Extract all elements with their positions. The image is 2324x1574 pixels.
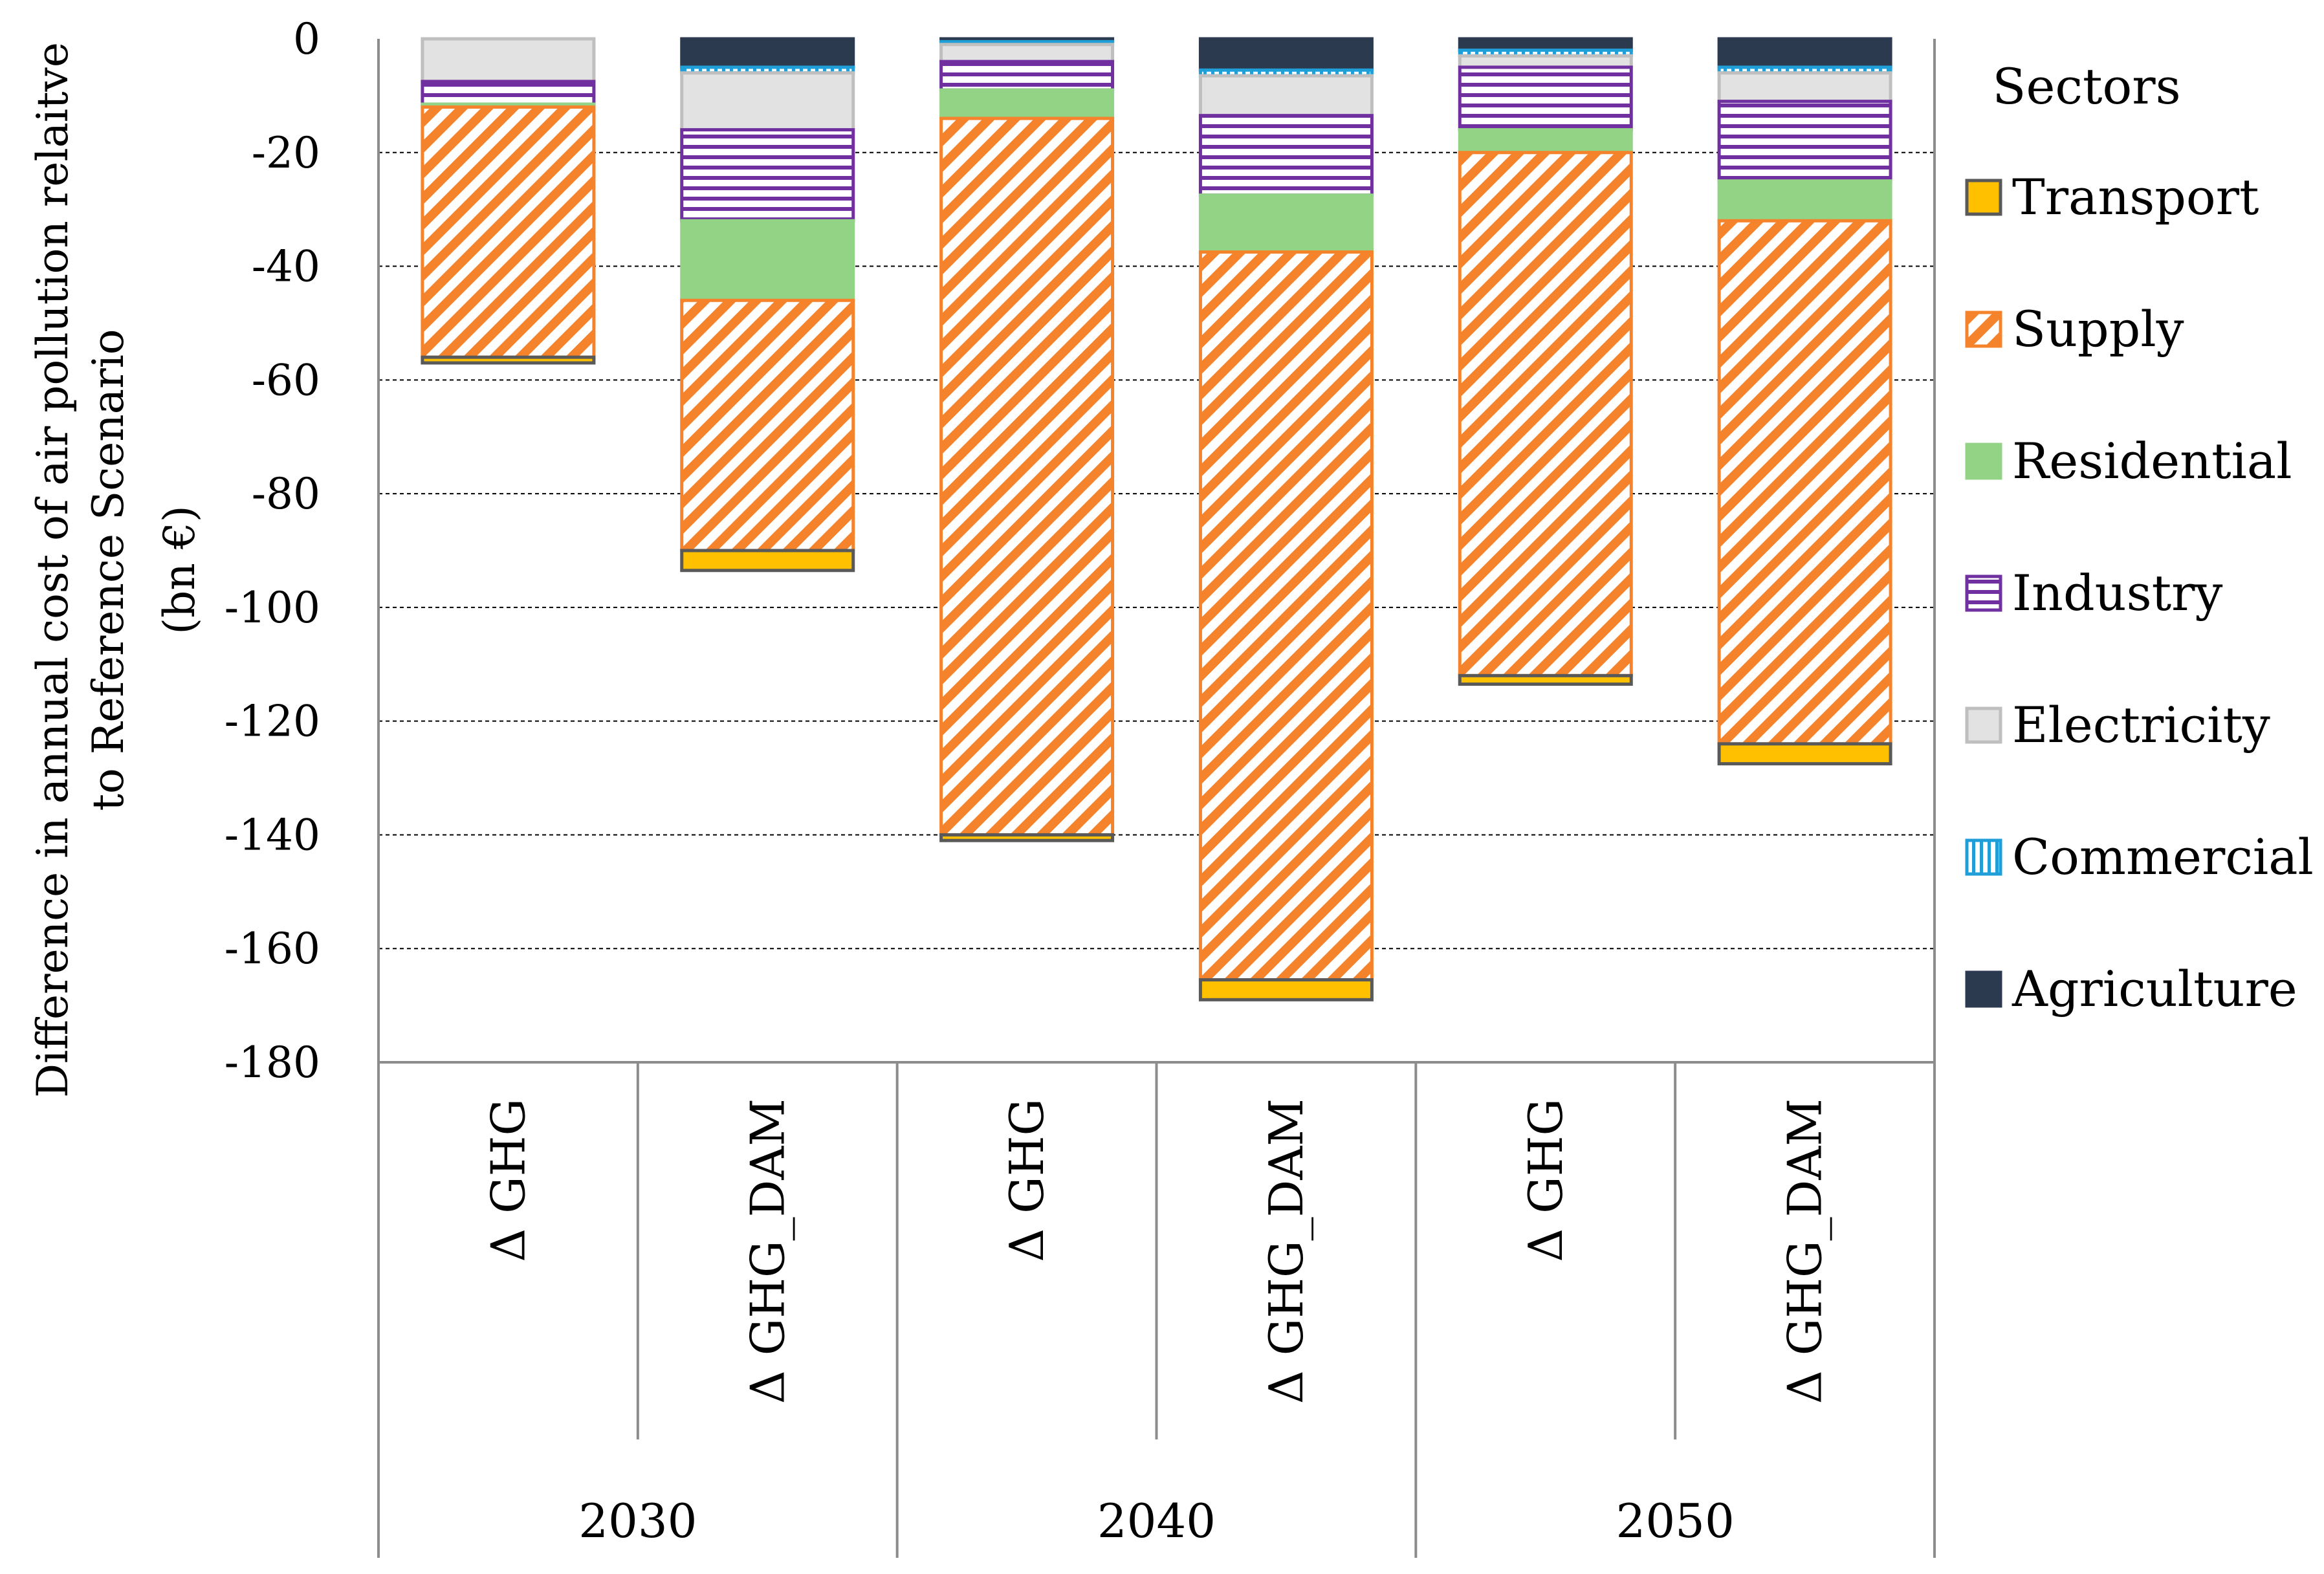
bar-segment-electricity-3	[939, 43, 1115, 63]
bar-segment-industry-2	[680, 128, 855, 223]
y-axis-title-line: to Reference Scenario	[83, 329, 133, 811]
y-tick-label: -40	[252, 242, 320, 292]
category-label: Δ GHG	[481, 1099, 535, 1262]
bar-segment-electricity-5	[1458, 54, 1633, 69]
legend-swatch-commercial	[1965, 838, 2002, 876]
category-label: Δ GHG_DAM	[1259, 1099, 1313, 1404]
y-tick-label: -80	[252, 469, 320, 519]
legend-title: Sectors	[1992, 58, 2180, 115]
legend-swatch-industry	[1965, 574, 2002, 612]
bar-segment-supply-6	[1717, 219, 1892, 746]
legend-label-supply: Supply	[2012, 300, 2184, 358]
y-axis-title-line: (bn €)	[155, 505, 204, 634]
bars	[421, 37, 1892, 1001]
bar-segment-industry-6	[1717, 100, 1892, 183]
legend-swatch-supply	[1965, 311, 2002, 348]
legend-swatch-electricity	[1965, 706, 2002, 744]
bar-segment-residential-2	[680, 219, 855, 302]
bar-segment-industry-3	[939, 60, 1115, 92]
legend-swatch-agriculture	[1965, 970, 2002, 1008]
legend-label-commercial: Commercial	[2012, 828, 2314, 886]
bar-segment-electricity-4	[1198, 74, 1374, 118]
gridlines	[378, 151, 1935, 950]
bar-segment-electricity-1	[421, 37, 596, 83]
legend-swatch-residential	[1965, 443, 2002, 480]
y-axis-title: Difference in annual cost of air polluti…	[28, 42, 204, 1098]
category-label: Δ GHG	[1000, 1099, 1054, 1262]
bar-segment-transport-5	[1458, 673, 1633, 686]
legend-swatch-transport	[1965, 179, 2002, 216]
y-tick-label: -100	[225, 583, 320, 633]
y-tick-label: -160	[225, 924, 320, 974]
bar-segment-agriculture-5	[1458, 37, 1633, 52]
bar-segment-supply-4	[1198, 250, 1374, 982]
category-label: Δ GHG	[1518, 1099, 1573, 1262]
y-tick-label: -180	[225, 1038, 320, 1088]
bar-segment-industry-5	[1458, 65, 1633, 132]
y-tick-labels: 0 -20 -40 -60 -80 -100 -120 -140 -160 -180	[225, 14, 320, 1088]
legend: Sectors Transport Supply Residential Indust…	[1965, 58, 2314, 1018]
bar-segment-residential-6	[1717, 179, 1892, 223]
bar-segment-transport-1	[421, 355, 596, 365]
bar-segment-electricity-2	[680, 71, 855, 132]
legend-label-residential: Residential	[2012, 432, 2292, 490]
bar-segment-supply-3	[939, 116, 1115, 836]
axes	[377, 39, 1936, 1064]
bar-segment-residential-4	[1198, 193, 1374, 254]
y-tick-label: 0	[293, 14, 320, 64]
legend-label-agriculture: Agriculture	[2012, 960, 2297, 1018]
bar-segment-agriculture-6	[1717, 37, 1892, 69]
y-axis-title-line: Difference in annual cost of air polluti…	[28, 42, 78, 1098]
bar-segment-supply-5	[1458, 151, 1633, 677]
bar-segment-agriculture-2	[680, 37, 855, 69]
category-label: Δ GHG_DAM	[1778, 1099, 1832, 1404]
y-tick-label: -60	[252, 355, 320, 405]
bar-segment-agriculture-4	[1198, 37, 1374, 72]
bar-segment-industry-1	[421, 80, 596, 106]
y-tick-label: -120	[225, 697, 320, 747]
bar-segment-residential-3	[939, 88, 1115, 120]
y-tick-label: -140	[225, 810, 320, 860]
year-label: 2030	[578, 1494, 697, 1548]
bar-segment-transport-3	[939, 833, 1115, 842]
category-labels: Δ GHG Δ GHG_DAM Δ GHG Δ GHG_DAM Δ GHG Δ GHG_D…	[377, 1062, 1936, 1558]
legend-label-transport: Transport	[2012, 168, 2259, 226]
bar-segment-transport-4	[1198, 978, 1374, 1001]
bar-segment-transport-6	[1717, 742, 1892, 766]
bar-segment-supply-1	[421, 105, 596, 359]
bar-segment-industry-4	[1198, 114, 1374, 197]
legend-label-industry: Industry	[2012, 564, 2222, 622]
bar-segment-transport-2	[680, 549, 855, 573]
bar-segment-electricity-6	[1717, 71, 1892, 104]
year-label: 2040	[1097, 1494, 1216, 1548]
legend-label-electricity: Electricity	[2012, 696, 2270, 754]
y-tick-label: -20	[252, 128, 320, 178]
category-label: Δ GHG_DAM	[740, 1099, 795, 1404]
bar-segment-residential-5	[1458, 128, 1633, 155]
bar-segment-supply-2	[680, 298, 855, 552]
year-label: 2050	[1616, 1494, 1735, 1548]
